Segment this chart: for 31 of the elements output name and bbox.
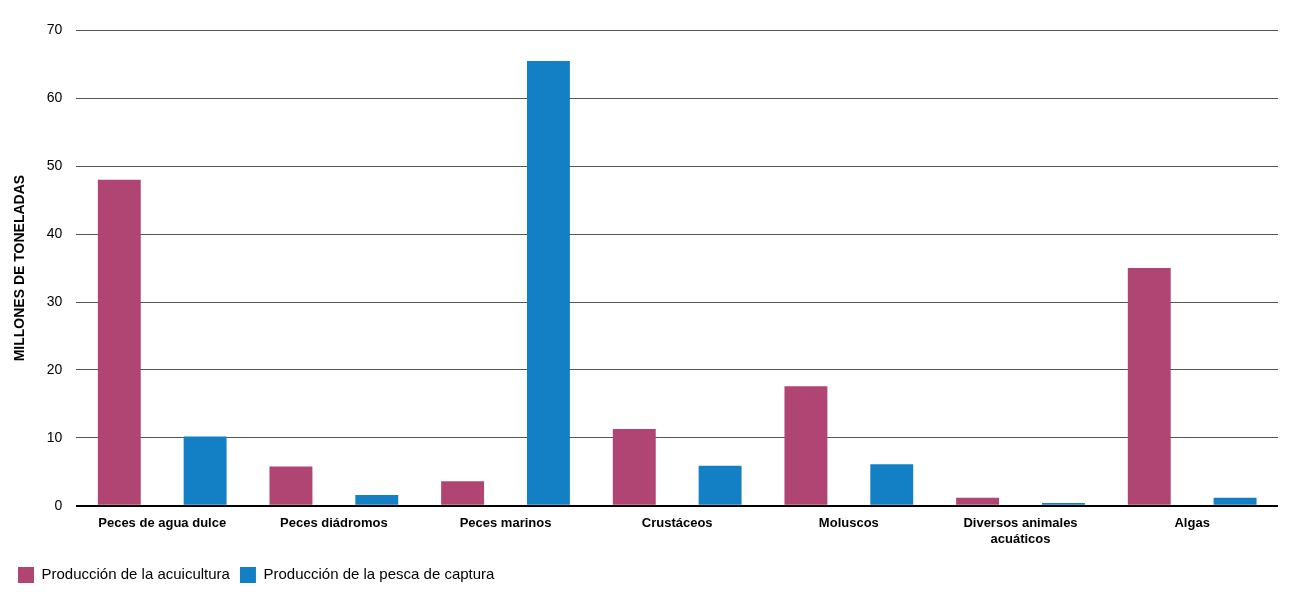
y-tick-label: 10 (46, 428, 63, 445)
x-tick-label: Peces marinos (459, 515, 552, 531)
x-tick-label: Peces de agua dulce (98, 515, 227, 531)
bar (526, 60, 570, 505)
x-tick-label: Algas (1174, 515, 1210, 531)
bar (956, 497, 1000, 505)
bar (355, 494, 399, 505)
x-tick-label: Peces diádromos (280, 515, 388, 531)
y-tick-label: 20 (46, 360, 63, 377)
y-tick-label: 40 (46, 225, 63, 241)
legend-label: Producción de la pesca de captura (263, 565, 496, 583)
bar (784, 386, 828, 505)
x-tick-label: Moluscos (818, 515, 879, 531)
bar (97, 179, 141, 505)
x-tick-label: Crustáceos (641, 515, 713, 531)
bar (1127, 268, 1171, 505)
y-tick-label: 30 (46, 292, 63, 309)
legend-label: Producción de la acuicultura (41, 565, 231, 583)
bar (269, 466, 313, 505)
y-axis-title: MILLONES DE TONELADAS (11, 174, 28, 362)
x-tick-label: Diversos animales acuáticos (963, 515, 1078, 546)
bar (1213, 497, 1257, 505)
y-tick-label: 60 (46, 89, 63, 106)
y-tick-label: 70 (46, 21, 63, 38)
bar (441, 481, 485, 505)
bar (698, 465, 742, 505)
bar (612, 429, 656, 505)
y-tick-label: 0 (54, 496, 63, 513)
y-tick-label: 50 (46, 157, 63, 174)
bar (870, 464, 914, 505)
bar (183, 436, 227, 505)
